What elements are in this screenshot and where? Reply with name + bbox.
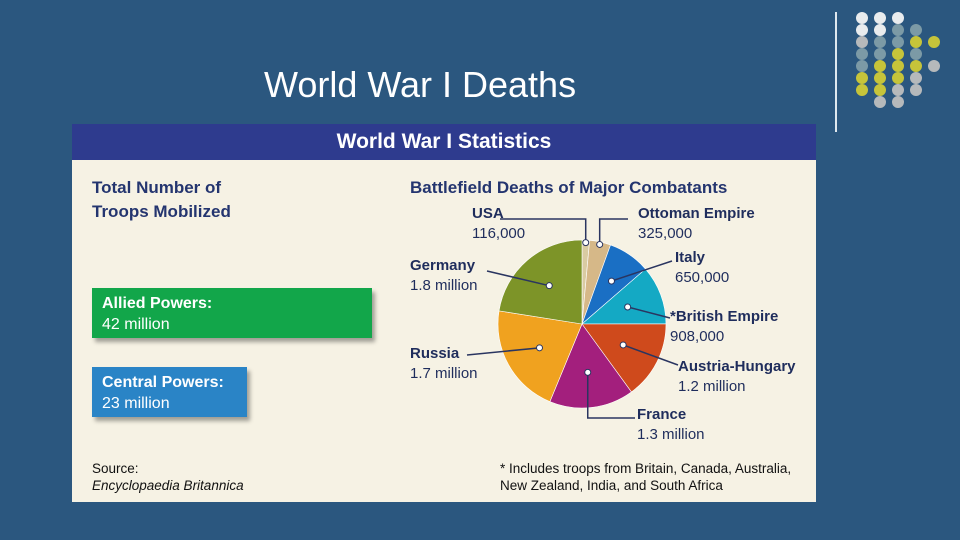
panel-header: World War I Statistics [72,124,816,160]
decor-dot [856,84,868,96]
slice-label-value: 908,000 [670,328,724,345]
leader-dot [624,303,632,311]
leader-dot [619,341,627,349]
footnote-line2: New Zealand, India, and South Africa [500,478,723,493]
decor-dot [874,96,886,108]
decor-dot [910,48,922,60]
decor-dot [856,48,868,60]
decor-dot [910,36,922,48]
central-powers-box: Central Powers: 23 million [92,367,247,417]
slice-label-value: 1.7 million [410,365,478,382]
pie-slice-russia [497,310,583,403]
decor-dot [928,36,940,48]
slice-label-name: Austria-Hungary [678,358,796,375]
decor-dot [892,84,904,96]
slice-label-name: Russia [410,345,460,362]
decor-dot [892,72,904,84]
slice-label-name: Germany [410,257,476,274]
troops-heading-line1: Total Number of [92,178,222,197]
slice-label-value: 1.3 million [637,426,705,443]
pie-slice-germany [498,239,583,325]
slice-label-name: USA [472,205,504,222]
decor-dot [892,12,904,24]
troops-heading-line2: Troops Mobilized [92,202,231,221]
decor-dot [910,24,922,36]
slice-label-value: 116,000 [472,225,525,242]
pie-slice-austriahungary [581,323,667,393]
decor-dot [874,60,886,72]
decor-dot [874,84,886,96]
pie-chart: USA 116,000 Ottoman Empire 325,000 Italy 650,… [410,205,796,443]
slice-label-name: Italy [675,249,706,266]
leader-line [500,218,587,243]
leader-line [486,270,550,287]
decor-dot [874,24,886,36]
chart-title: Battlefield Deaths of Major Combatants [410,178,728,197]
decor-dot [892,60,904,72]
allied-powers-box: Allied Powers: 42 million [92,288,372,338]
leader-line [627,306,671,319]
decor-dot [910,60,922,72]
troops-heading: Total Number of Troops Mobilized [92,176,231,224]
pie-slice-france [549,323,632,409]
decor-dot [856,36,868,48]
title-divider [835,12,837,132]
leader-dot [545,282,553,290]
decor-dot [874,72,886,84]
slice-label-value: 1.8 million [410,277,478,294]
allied-powers-label: Allied Powers: [102,295,213,312]
decor-dot [910,84,922,96]
leader-line [611,260,673,282]
decor-dot [856,60,868,72]
central-powers-value: 23 million [102,395,170,412]
slice-label-value: 1.2 million [678,378,746,395]
decor-dot [856,24,868,36]
decor-dot [874,36,886,48]
leader-line [598,218,628,245]
leader-line [622,344,679,366]
slide-title: World War I Deaths [264,64,577,105]
source-name: Encyclopaedia Britannica [92,478,244,493]
statistics-panel: World War I Statistics Total Number of T… [72,124,816,502]
decor-dot [874,12,886,24]
slice-label-name: France [637,406,686,423]
slice-label-value: 325,000 [638,225,692,242]
allied-powers-value: 42 million [102,316,170,333]
footnote: * Includes troops from Britain, Canada, … [500,460,791,494]
decor-dot [892,96,904,108]
leader-dot [596,240,604,248]
slice-label-name: Ottoman Empire [638,205,755,222]
source-label: Source: [92,461,139,476]
central-powers-label: Central Powers: [102,374,224,391]
leader-dot [582,239,590,247]
slice-label-value: 650,000 [675,269,729,286]
decor-dot [856,72,868,84]
decor-dot [892,24,904,36]
source-note: Source: Encyclopaedia Britannica [92,460,244,494]
slice-label-name: *British Empire [670,308,778,325]
leader-line [586,372,635,419]
decor-dot [910,72,922,84]
leader-line [466,347,540,356]
footnote-line1: * Includes troops from Britain, Canada, … [500,461,792,476]
decor-dot [892,48,904,60]
decor-dot [874,48,886,60]
decor-dot [856,12,868,24]
decor-dot [892,36,904,48]
leader-dot [607,277,615,285]
leader-dot [584,368,592,376]
decor-dot [928,60,940,72]
leader-dot [535,344,543,352]
